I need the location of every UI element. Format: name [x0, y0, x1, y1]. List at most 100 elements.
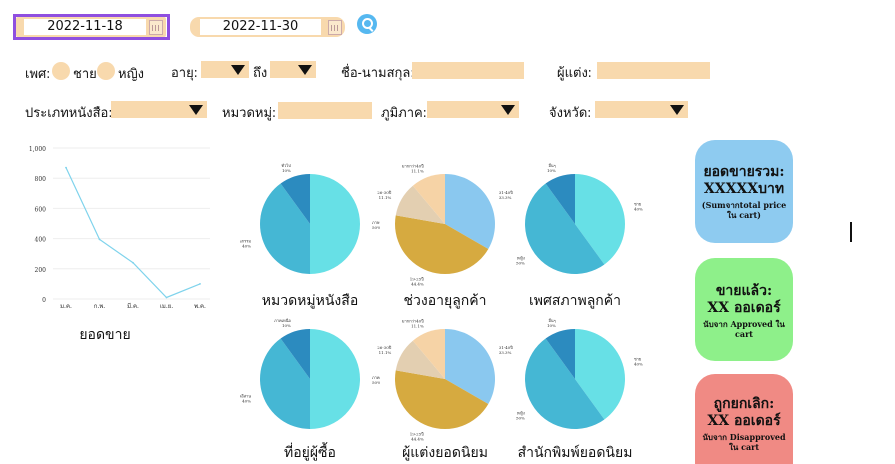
- pie-slice-percent: 40%: [634, 361, 643, 366]
- pie-title-top-authors: ผู้แต่งยอดนิยม: [402, 445, 488, 461]
- end-date-field[interactable]: 2022-11-30: [190, 17, 345, 37]
- pie-slice: [575, 174, 625, 265]
- calendar-icon[interactable]: [149, 20, 163, 35]
- pie-slice-label: อื่นๆ: [548, 318, 556, 323]
- sales-line-chart: 1,000 800 600 400 200 0 ม.ค. ก.พ. มี.ค. เม.ย. พ.ค.: [29, 146, 210, 310]
- pie-slice: [280, 329, 310, 379]
- dropdown-arrow-icon: [231, 65, 245, 75]
- sales-point: [199, 283, 201, 285]
- region-label: ภูมิภาค:: [381, 106, 427, 121]
- pie-slice-label: ทั่วไป: [281, 163, 291, 168]
- pie-slice-percent: 40%: [634, 206, 643, 211]
- name-label: ชื่อ-นามสกุล:: [341, 66, 415, 81]
- kpi-sold-orders-title: ขายแล้ว:: [715, 283, 773, 299]
- sales-chart-title: ยอดขาย: [79, 327, 131, 343]
- start-date-value: 2022-11-18: [24, 19, 146, 35]
- start-date-field[interactable]: 2022-11-18: [16, 17, 166, 37]
- y-tick-label: 1,000: [29, 146, 46, 153]
- pie-slice-label: มากกว่า40ปี: [402, 319, 424, 324]
- kpi-sold-orders-value: XX ออเดอร์: [707, 300, 781, 316]
- pie-slice-percent: 10%: [547, 168, 556, 173]
- sales-point: [132, 261, 134, 264]
- x-tick-label: ก.พ.: [94, 303, 105, 310]
- pie-slice: [525, 338, 605, 429]
- gender-radio-female[interactable]: [97, 62, 115, 80]
- kpi-sold-orders-note: นับจาก Approved ใน cart: [703, 319, 785, 339]
- y-tick-label: 400: [35, 237, 47, 244]
- kpi-cancelled-orders-note: นับจาก Disapproved ใน cart: [702, 432, 786, 452]
- y-tick-label: 800: [35, 176, 47, 183]
- book-type-label: ประเภทหนังสือ:: [25, 106, 113, 121]
- text-cursor: [850, 222, 852, 242]
- pie-slice-percent: 10%: [547, 323, 556, 328]
- pie-slice-percent: 50%: [372, 225, 380, 230]
- search-icon[interactable]: [357, 14, 377, 34]
- pie-slice-label: ภาคกลาง: [372, 375, 380, 380]
- pie-slice-label: อื่นๆ: [548, 163, 556, 168]
- pie-slice: [260, 338, 310, 429]
- region-dropdown[interactable]: [427, 101, 519, 118]
- pie-slice-percent: 33.3%: [499, 350, 512, 355]
- pie-slice: [412, 329, 445, 379]
- pie-slice-percent: 50%: [516, 415, 525, 420]
- pie-chart-age-range: 31-40ปี33.3%19-25ปี44.4%26-30ปี11.1%มากก…: [377, 164, 513, 287]
- pie-title-age-range: ช่วงอายุลูกค้า: [403, 293, 487, 309]
- name-input[interactable]: [412, 62, 524, 79]
- pie-slice: [395, 185, 445, 224]
- gender-label: เพศ:: [25, 67, 51, 82]
- pie-slice-label: 19-25ปี: [410, 276, 425, 281]
- pie-slice-percent: 11.1%: [379, 350, 392, 355]
- x-tick-label: มี.ค.: [127, 302, 139, 310]
- category-input[interactable]: [278, 102, 372, 119]
- pie-slice: [412, 174, 445, 224]
- pie-slice: [280, 174, 310, 224]
- pie-slice: [395, 340, 445, 379]
- pie-slice: [545, 329, 575, 379]
- x-tick-label: ม.ค.: [60, 303, 72, 310]
- pie-slice: [395, 215, 489, 274]
- pie-slice-label: ภาคอีสาน: [240, 394, 251, 399]
- pie-slice-label: วรรณกรรม: [240, 239, 251, 244]
- pie-title-buyer-address: ที่อยู่ผู้ซื้อ: [284, 445, 336, 461]
- pie-slice-label: 19-25ปี: [410, 431, 425, 436]
- pie-slice-percent: 11.1%: [379, 195, 392, 200]
- sales-point: [165, 296, 168, 299]
- pie-slice-percent: 10%: [282, 323, 291, 328]
- age-label: อายุ:: [171, 66, 198, 81]
- x-tick-label: พ.ค.: [194, 303, 206, 310]
- pie-title-category: หมวดหมู่หนังสือ: [261, 293, 359, 309]
- pie-slice-percent: 44.4%: [411, 436, 424, 441]
- pie-slice: [310, 329, 360, 429]
- pie-chart-top-authors: 31-40ปี33.3%19-25ปี44.4%26-30ปี11.1%มากก…: [377, 319, 513, 442]
- kpi-total-sales: ยอดขายรวม: XXXXXบาท (Sumจากtotal price ใ…: [695, 140, 793, 243]
- pie-slice-percent: 11.1%: [411, 324, 424, 329]
- pie-slice: [260, 183, 310, 274]
- pie-slice-percent: 50%: [516, 260, 525, 265]
- book-type-dropdown[interactable]: [111, 101, 207, 118]
- pie-title-top-publishers: สำนักพิมพ์ยอดนิยม: [517, 445, 633, 461]
- age-to-dropdown[interactable]: [270, 61, 316, 78]
- pie-slice: [545, 174, 575, 224]
- author-input[interactable]: [597, 62, 710, 79]
- province-dropdown[interactable]: [595, 101, 688, 118]
- pie-slice-label: ภาคเหนือ: [274, 318, 291, 323]
- calendar-icon[interactable]: [328, 20, 342, 35]
- dropdown-arrow-icon: [298, 65, 312, 75]
- pie-slice-label: 26-30ปี: [377, 345, 392, 350]
- pie-slice: [310, 174, 360, 274]
- gender-radio-male[interactable]: [52, 62, 70, 80]
- pie-slice-label: หญิง: [517, 410, 525, 415]
- kpi-cancelled-orders: ถูกยกเลิก: XX ออเดอร์ นับจาก Disapproved…: [695, 374, 793, 464]
- dropdown-arrow-icon: [189, 105, 203, 115]
- pie-slice-label: 26-30ปี: [377, 190, 392, 195]
- age-from-dropdown[interactable]: [201, 61, 249, 78]
- category-label: หมวดหมู่:: [222, 106, 276, 121]
- pie-slice-label: หญิง: [517, 255, 525, 260]
- pie-slice-percent: 11.1%: [411, 169, 424, 174]
- kpi-sold-orders: ขายแล้ว: XX ออเดอร์ นับจาก Approved ใน c…: [695, 258, 793, 361]
- kpi-cancelled-orders-title: ถูกยกเลิก:: [713, 396, 775, 412]
- kpi-total-sales-note: (Sumจากtotal price ใน cart): [701, 200, 787, 220]
